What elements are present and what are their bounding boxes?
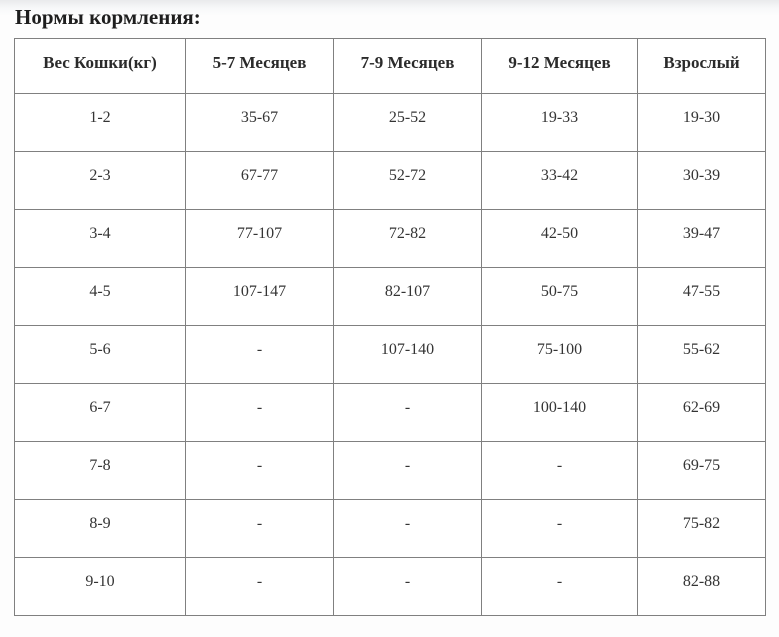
value-cell: 100-140 <box>481 383 638 442</box>
column-header: 7-9 Месяцев <box>333 38 482 94</box>
column-header: Вес Кошки(кг) <box>14 38 186 94</box>
value-cell: 72-82 <box>333 209 482 268</box>
weight-cell: 6-7 <box>14 383 186 442</box>
value-cell: 82-88 <box>637 557 766 616</box>
table-row: 9-10- - -82-88 <box>14 557 766 616</box>
value-cell: - <box>481 441 638 500</box>
value-cell: 107-140 <box>333 325 482 384</box>
table-row: 8-9- - -75-82 <box>14 499 766 558</box>
value-cell: - <box>185 557 334 616</box>
value-cell: 19-30 <box>637 93 766 152</box>
value-cell: 47-55 <box>637 267 766 326</box>
column-header: 9-12 Месяцев <box>481 38 638 94</box>
value-cell: 55-62 <box>637 325 766 384</box>
value-cell: - <box>333 499 482 558</box>
table-row: 3-4 77-107 72-82 42-50 39-47 <box>14 209 766 268</box>
value-cell: 39-47 <box>637 209 766 268</box>
table-row: 1-2 35-67 25-52 19-33 19-30 <box>14 93 766 152</box>
value-cell: 19-33 <box>481 93 638 152</box>
value-cell: - <box>481 557 638 616</box>
value-cell: 42-50 <box>481 209 638 268</box>
weight-cell: 3-4 <box>14 209 186 268</box>
value-cell: 25-52 <box>333 93 482 152</box>
page-title: Нормы кормления: <box>15 5 201 29</box>
weight-cell: 8-9 <box>14 499 186 558</box>
feeding-norms-table: Вес Кошки(кг) 5-7 Месяцев 7-9 Месяцев 9-12 … <box>14 38 766 616</box>
weight-cell: 9-10 <box>14 557 186 616</box>
value-cell: - <box>333 557 482 616</box>
value-cell: 50-75 <box>481 267 638 326</box>
table-header-row: Вес Кошки(кг) 5-7 Месяцев 7-9 Месяцев 9-12 … <box>14 38 766 94</box>
value-cell: - <box>333 441 482 500</box>
value-cell: 82-107 <box>333 267 482 326</box>
value-cell: - <box>185 325 334 384</box>
table-row: 6-7- -100-140 62-69 <box>14 383 766 442</box>
value-cell: 35-67 <box>185 93 334 152</box>
value-cell: 67-77 <box>185 151 334 210</box>
weight-cell: 5-6 <box>14 325 186 384</box>
table-row: 7-8- - -69-75 <box>14 441 766 500</box>
value-cell: - <box>333 383 482 442</box>
table-body: 1-2 35-67 25-52 19-33 19-30 2-3 67-77 52-72 33-4… <box>14 93 766 616</box>
value-cell: - <box>481 499 638 558</box>
value-cell: - <box>185 441 334 500</box>
value-cell: - <box>185 499 334 558</box>
value-cell: 69-75 <box>637 441 766 500</box>
weight-cell: 2-3 <box>14 151 186 210</box>
value-cell: 77-107 <box>185 209 334 268</box>
table-row: 5-6-107-140 75-100 55-62 <box>14 325 766 384</box>
weight-cell: 4-5 <box>14 267 186 326</box>
weight-cell: 7-8 <box>14 441 186 500</box>
weight-cell: 1-2 <box>14 93 186 152</box>
value-cell: 33-42 <box>481 151 638 210</box>
table-header: Вес Кошки(кг) 5-7 Месяцев 7-9 Месяцев 9-12 … <box>14 38 766 94</box>
value-cell: 107-147 <box>185 267 334 326</box>
value-cell: 75-100 <box>481 325 638 384</box>
table-row: 4-5 107-147 82-107 50-75 47-55 <box>14 267 766 326</box>
column-header: 5-7 Месяцев <box>185 38 334 94</box>
column-header: Взрослый <box>637 38 766 94</box>
value-cell: 62-69 <box>637 383 766 442</box>
value-cell: 75-82 <box>637 499 766 558</box>
value-cell: - <box>185 383 334 442</box>
table-row: 2-3 67-77 52-72 33-42 30-39 <box>14 151 766 210</box>
value-cell: 52-72 <box>333 151 482 210</box>
value-cell: 30-39 <box>637 151 766 210</box>
